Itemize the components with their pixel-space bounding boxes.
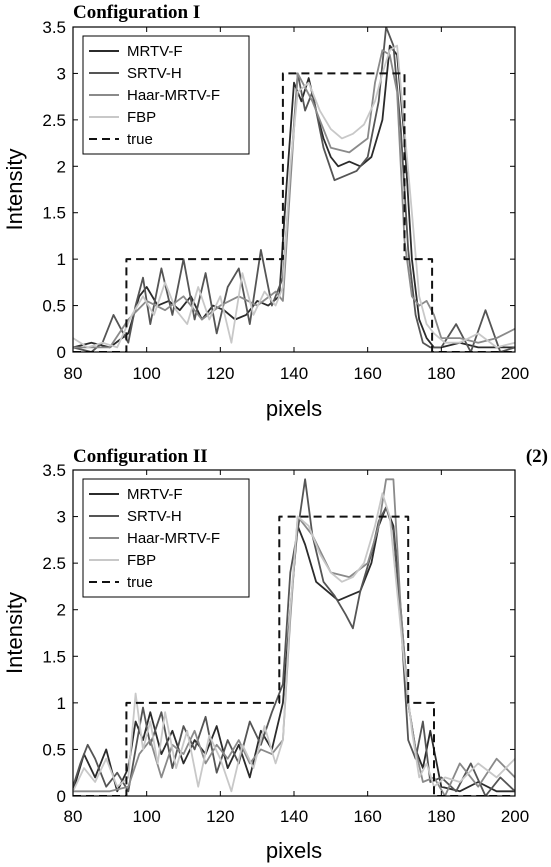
series-line-mrtv-f [73,44,515,349]
y-tick-label: 2.5 [42,554,66,573]
y-tick-label: 3.5 [42,461,66,480]
series-line-true [73,515,515,796]
x-tick-label: 100 [132,807,160,826]
legend-label: MRTV-F [127,43,183,60]
x-tick-label: 180 [427,364,455,383]
y-axis-label: Intensity [2,592,27,674]
legend-label: SRTV-H [127,508,182,525]
y-tick-label: 3 [57,64,66,83]
y-tick-label: 0 [57,343,66,362]
x-axis-label: pixels [266,396,322,421]
y-tick-label: 0 [57,787,66,806]
legend-label: true [127,131,153,148]
y-tick-label: 1.5 [42,647,66,666]
y-tick-label: 3.5 [42,18,66,37]
chart-title: Configuration I [73,2,200,23]
y-tick-label: 2 [57,601,66,620]
legend-label: Haar-MRTV-F [127,530,220,547]
legend-label: MRTV-F [127,486,183,503]
x-tick-label: 100 [132,364,160,383]
legend-label: SRTV-H [127,65,182,82]
y-tick-label: 3 [57,508,66,527]
series-line-fbp [73,44,515,349]
x-tick-label: 160 [353,364,381,383]
x-tick-label: 200 [501,364,529,383]
x-tick-label: 160 [353,807,381,826]
x-tick-label: 140 [280,807,308,826]
legend-label: FBP [127,552,156,569]
chart-title: Configuration II [73,446,208,467]
y-tick-label: 1 [57,250,66,269]
y-axis-label: Intensity [2,149,27,231]
panel-tag: (2) [526,446,548,467]
y-tick-label: 1 [57,694,66,713]
chart-panel-2: Configuration II (2)80 100 120 140 160 180 2000… [2,446,548,863]
series-line-srtv-h [73,478,515,796]
x-tick-label: 80 [64,807,83,826]
legend-label: FBP [127,109,156,126]
series-group [73,27,515,352]
series-group [73,478,515,796]
y-tick-label: 2 [57,157,66,176]
y-tick-label: 1.5 [42,204,66,223]
x-tick-label: 80 [64,364,83,383]
legend: MRTV-F SRTV-H Haar-MRTV-F FBP true [82,35,250,155]
x-tick-label: 120 [206,807,234,826]
x-tick-label: 120 [206,364,234,383]
legend-label: true [127,574,153,591]
y-tick-label: 2.5 [42,111,66,130]
x-axis-label: pixels [266,838,322,863]
x-tick-label: 140 [280,364,308,383]
series-line-true [73,72,515,352]
x-tick-label: 200 [501,807,529,826]
y-tick-label: 0.5 [42,740,66,759]
legend-label: Haar-MRTV-F [127,87,220,104]
x-tick-label: 180 [427,807,455,826]
y-tick-label: 0.5 [42,297,66,316]
chart-panel-1: Configuration I 80 100 120 140 160 180 200 0 0.5 1… [2,2,529,421]
series-line-fbp [73,492,515,793]
legend: MRTV-F SRTV-H Haar-MRTV-F FBP true [82,478,250,598]
